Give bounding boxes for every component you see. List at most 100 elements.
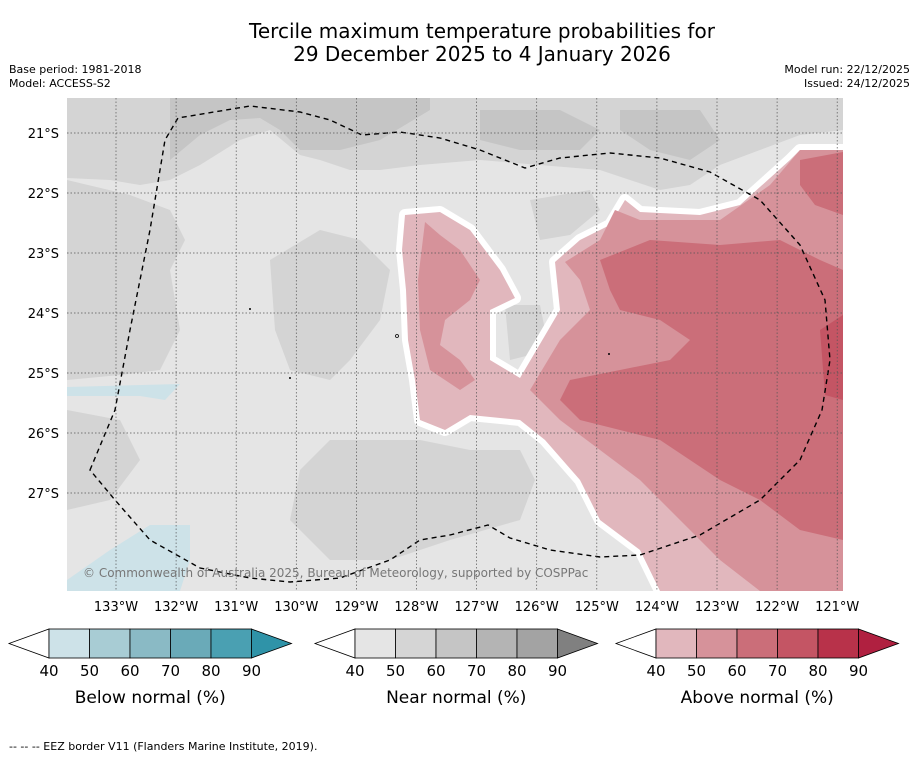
colorbar-segment <box>210 628 252 659</box>
colorbar-segment <box>696 628 738 659</box>
above-normal-60-patch <box>800 152 843 215</box>
colorbar-label: Above normal (%) <box>681 688 834 708</box>
colorbar-tick: 40 <box>345 662 364 680</box>
near-normal-50-patch <box>530 190 600 240</box>
island-marker <box>608 353 610 355</box>
lat-label: 26°S <box>28 427 59 442</box>
legend-1: 40 50 60 70 80 90 Near normal (%) <box>313 628 599 708</box>
colorbar-tick: 70 <box>161 662 180 680</box>
below-normal-40-region <box>67 525 190 591</box>
colorbar-tick: 70 <box>768 662 787 680</box>
lon-label: 130°W <box>274 600 318 615</box>
island-marker <box>395 334 399 338</box>
lon-label: 121°W <box>815 600 859 615</box>
colorbar-arrow-high <box>557 628 599 659</box>
colorbar-segment <box>354 628 396 659</box>
lon-label: 125°W <box>575 600 619 615</box>
lat-label: 27°S <box>28 487 59 502</box>
model-run: Model run: 22/12/2025 <box>784 63 910 76</box>
lon-label: 123°W <box>695 600 739 615</box>
lat-label: 24°S <box>28 307 59 322</box>
colorbar-label: Near normal (%) <box>386 688 526 708</box>
colorbar-segment <box>89 628 131 659</box>
colorbar-tick: 50 <box>687 662 706 680</box>
lat-label: 25°S <box>28 367 59 382</box>
colorbar-segment <box>129 628 171 659</box>
colorbar-tick: 60 <box>120 662 139 680</box>
colorbar-label: Below normal (%) <box>75 688 226 708</box>
lon-label: 133°W <box>94 600 138 615</box>
island-marker <box>289 377 291 379</box>
colorbar-arrow-low <box>614 628 657 659</box>
legend-0: 40 50 60 70 80 90 Below normal (%) <box>7 628 293 708</box>
lat-label: 23°S <box>28 247 59 262</box>
lon-label: 129°W <box>334 600 378 615</box>
colorbar-segment <box>777 628 819 659</box>
below-normal-40-strip <box>67 384 180 400</box>
issued-date: Issued: 24/12/2025 <box>803 77 910 90</box>
metadata-right: Model run: 22/12/2025 Issued: 24/12/2025 <box>784 63 910 91</box>
colorbar-segment <box>817 628 859 659</box>
model-name: Model: ACCESS-S2 <box>9 77 111 90</box>
colorbar-arrow-low <box>313 628 356 659</box>
map-title: Tercile maximum temperature probabilitie… <box>0 20 919 66</box>
lat-label: 22°S <box>28 187 59 202</box>
probability-field <box>67 98 843 591</box>
colorbar-segment <box>435 628 477 659</box>
lon-label: 127°W <box>455 600 499 615</box>
colorbar-tick: 90 <box>849 662 868 680</box>
metadata-left: Base period: 1981-2018 Model: ACCESS-S2 <box>9 63 141 91</box>
near-normal-50-region-center <box>270 230 390 380</box>
lat-label: 21°S <box>28 127 59 142</box>
legend-2: 40 50 60 70 80 90 Above normal (%) <box>614 628 900 708</box>
colorbar-tick: 90 <box>242 662 261 680</box>
colorbar-segment <box>395 628 437 659</box>
lon-label: 132°W <box>154 600 198 615</box>
forecast-map: © Commonwealth of Australia 2025, Bureau… <box>7 98 900 708</box>
eez-footnote: -- -- -- EEZ border V11 (Flanders Marine… <box>9 740 318 753</box>
near-normal-60-patch <box>480 110 600 150</box>
lon-label: 126°W <box>515 600 559 615</box>
colorbar-segment <box>48 628 90 659</box>
near-normal-50-region-south <box>290 440 535 560</box>
longitude-labels: 133°W 132°W 131°W 130°W 129°W 128°W 127°W 126°W… <box>94 600 860 615</box>
colorbar-segment <box>655 628 697 659</box>
lon-label: 124°W <box>635 600 679 615</box>
above-normal-60-region <box>560 240 843 540</box>
title-line-1: Tercile maximum temperature probabilitie… <box>249 19 715 43</box>
lon-label: 128°W <box>394 600 438 615</box>
near-normal-60-patch-2 <box>620 110 720 160</box>
lon-label: 131°W <box>214 600 258 615</box>
copyright-notice: © Commonwealth of Australia 2025, Bureau… <box>83 566 588 580</box>
eez-border <box>89 105 831 583</box>
colorbar-segment <box>736 628 778 659</box>
colorbar-arrow-low <box>7 628 50 659</box>
colorbar-tick: 90 <box>548 662 567 680</box>
colorbar-tick: 50 <box>80 662 99 680</box>
colorbar-tick: 60 <box>426 662 445 680</box>
colorbar-segment <box>476 628 518 659</box>
colorbar-tick: 70 <box>467 662 486 680</box>
colorbar-tick: 40 <box>646 662 665 680</box>
near-normal-50-region-west <box>67 180 185 380</box>
colorbar-tick: 40 <box>39 662 58 680</box>
colorbar-tick: 80 <box>201 662 220 680</box>
near-normal-50-region-sw <box>67 410 140 510</box>
gridlines <box>67 98 843 591</box>
above-normal-50-region-west <box>418 222 480 390</box>
lon-label: 122°W <box>755 600 799 615</box>
near-normal-60-region <box>170 98 430 160</box>
colorbar-tick: 50 <box>386 662 405 680</box>
island-marker <box>249 308 251 310</box>
base-period: Base period: 1981-2018 <box>9 63 142 76</box>
colorbar-arrow-high <box>251 628 293 659</box>
colorbar-tick: 80 <box>808 662 827 680</box>
colorbar-segment <box>516 628 558 659</box>
colorbar-arrow-high <box>858 628 900 659</box>
colorbar-segment <box>170 628 212 659</box>
latitude-labels: 21°S 22°S 23°S 24°S 25°S 26°S 27°S <box>28 127 59 502</box>
colorbar-tick: 80 <box>507 662 526 680</box>
colorbar-tick: 60 <box>727 662 746 680</box>
legends: 40 50 60 70 80 90 Below normal (%) 40 50 60 70 80 90… <box>7 628 900 708</box>
title-line-2: 29 December 2025 to 4 January 2026 <box>293 42 671 66</box>
